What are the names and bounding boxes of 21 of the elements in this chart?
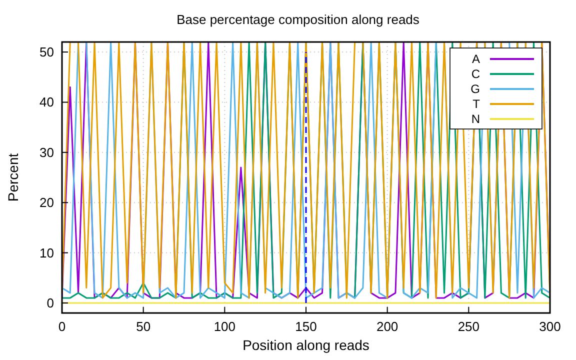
y-tick-label: 30 (40, 144, 54, 160)
y-tick-label: 40 (40, 94, 54, 110)
legend-label: C (471, 67, 480, 81)
x-tick-label: 150 (295, 319, 317, 334)
legend-label: T (472, 97, 481, 111)
x-tick-label: 0 (58, 319, 66, 334)
y-tick-label: 0 (46, 295, 54, 310)
legend-label: N (471, 112, 480, 126)
x-tick-label: 300 (539, 319, 561, 334)
chart-title: Base percentage composition along reads (176, 12, 420, 27)
x-tick-label: 50 (136, 319, 151, 334)
x-axis-title: Position along reads (242, 337, 370, 353)
x-tick-label: 200 (376, 319, 398, 334)
y-tick-label: 20 (40, 195, 54, 210)
x-tick-label: 250 (458, 319, 480, 334)
x-tick-label: 100 (214, 319, 236, 334)
y-axis-title: Percent (5, 153, 21, 202)
y-tick-label: 10 (40, 245, 54, 260)
legend-label: A (472, 52, 480, 66)
y-tick-label: 50 (40, 44, 54, 60)
legend-label: G (470, 82, 480, 96)
